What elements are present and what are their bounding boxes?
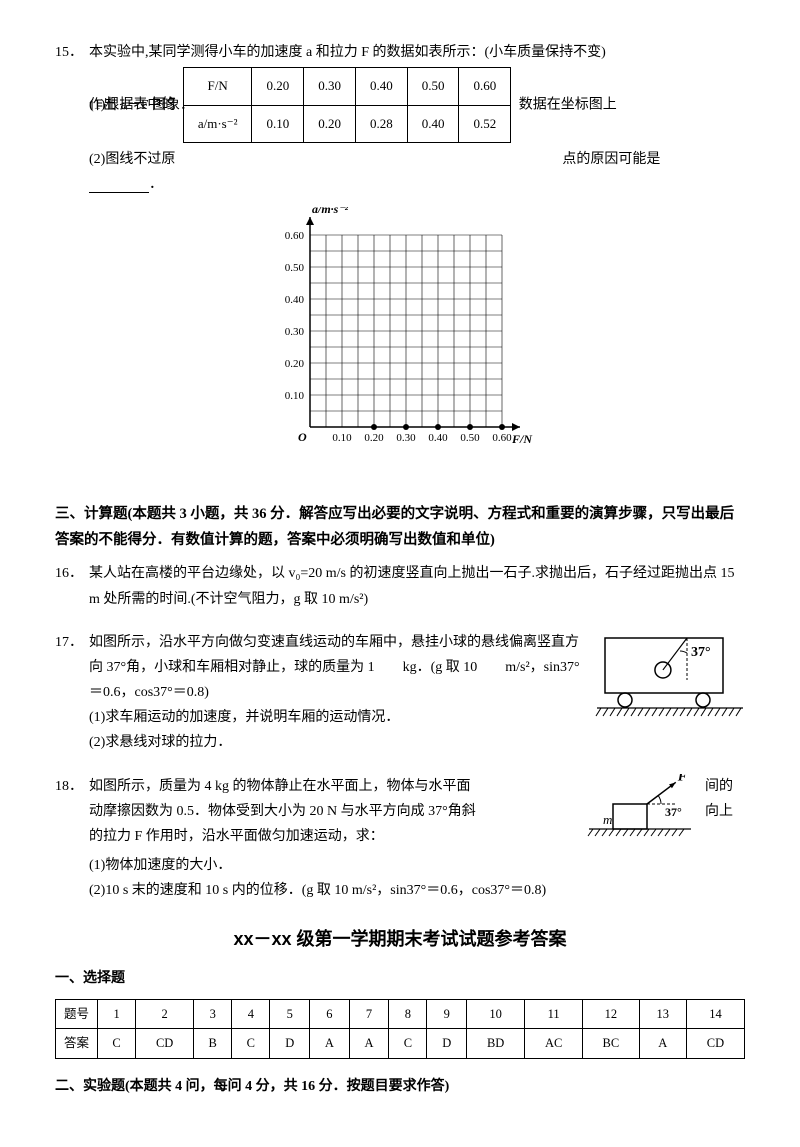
q17-p3: (2)求悬线对球的拉力． — [89, 730, 585, 755]
q15-chart: O 0.10 0.20 0.30 0.40 0.50 0.60 0.10 0.20 0.30 0.4… — [55, 207, 745, 476]
q18-figure: m 37° F — [585, 774, 695, 853]
q15-sub1-tail: 数据在坐标图上 — [519, 98, 617, 113]
question-15: 15． 本实验中,某同学测得小车的加速度 a 和拉力 F 的数据如表所示：(小车… — [55, 40, 745, 476]
q18-p2: 动摩擦因数为 0.5．物体受到大小为 20 N 与水平方向成 37°角斜 — [89, 799, 575, 824]
svg-text:0.30: 0.30 — [285, 326, 305, 338]
svg-text:37°: 37° — [665, 805, 682, 819]
svg-text:0.60: 0.60 — [492, 432, 512, 444]
q15-sub1-mid: 作出 a－F 图象． — [89, 98, 194, 113]
svg-text:0.10: 0.10 — [332, 432, 352, 444]
svg-text:F/N: F/N — [511, 432, 533, 446]
q18-p1: 如图所示，质量为 4 kg 的物体静止在水平面上，物体与水平面 — [89, 774, 575, 799]
svg-text:0.50: 0.50 — [285, 262, 305, 274]
q15-data-table: F/N0.200.300.400.500.60 a/m·s⁻²0.100.200… — [183, 67, 511, 143]
svg-text:0.20: 0.20 — [364, 432, 384, 444]
svg-text:0.40: 0.40 — [428, 432, 448, 444]
section-3-header: 三、计算题(本题共 3 小题，共 36 分．解答应写出必要的文字说明、方程式和重… — [55, 501, 745, 553]
q17-p2: (1)求车厢运动的加速度，并说明车厢的运动情况． — [89, 705, 585, 730]
answer-table: 题号1234567891011121314 答案CCDBCDAACDBDACBC… — [55, 999, 745, 1059]
q18-number: 18． — [55, 774, 83, 799]
q16-number: 16． — [55, 561, 83, 586]
svg-text:0.40: 0.40 — [285, 294, 305, 306]
question-16: 16． 某人站在高楼的平台边缘处，以 v₀=20 m/s 的初速度竖直向上抛出一… — [55, 561, 745, 611]
q15-sub2-lead: (2)图线不过原 — [89, 152, 175, 167]
svg-text:O: O — [298, 430, 307, 444]
answer-choice-header: 一、选择题 — [55, 966, 745, 991]
svg-text:0.10: 0.10 — [285, 390, 305, 402]
svg-text:0.20: 0.20 — [285, 358, 305, 370]
q15-number: 15． — [55, 40, 83, 65]
q18-side2: 向上 — [705, 799, 745, 824]
answer-title: xx－xx 级第一学期期末考试试题参考答案 — [55, 923, 745, 955]
question-17: 17． 如图所示，沿水平方向做匀变速直线运动的车厢中，悬挂小球的悬线偏离竖直方向… — [55, 630, 745, 756]
svg-text:m: m — [603, 812, 612, 827]
q16-text: 某人站在高楼的平台边缘处，以 v₀=20 m/s 的初速度竖直向上抛出一石子.求… — [89, 561, 745, 611]
q18-side1: 间的 — [705, 774, 745, 799]
q18-p3: 的拉力 F 作用时，沿水平面做匀加速运动，求： — [89, 824, 575, 849]
svg-text:0.60: 0.60 — [285, 230, 305, 242]
svg-text:a/m·s⁻²: a/m·s⁻² — [312, 207, 349, 216]
svg-text:F: F — [677, 774, 688, 784]
answer-blank[interactable] — [89, 177, 149, 193]
svg-text:0.50: 0.50 — [460, 432, 480, 444]
q15-sub2-tail: 点的原因可能是 — [562, 152, 660, 167]
q18-p4: (1)物体加速度的大小． — [89, 853, 745, 878]
q17-number: 17． — [55, 630, 83, 655]
q18-p5: (2)10 s 末的速度和 10 s 内的位移．(g 取 10 m/s²，sin… — [89, 878, 745, 903]
svg-text:37°: 37° — [691, 645, 711, 660]
svg-text:0.30: 0.30 — [396, 432, 416, 444]
q17-figure: 37° — [595, 630, 745, 734]
grid-chart-svg: O 0.10 0.20 0.30 0.40 0.50 0.60 0.10 0.20 0.30 0.4… — [255, 207, 545, 467]
q15-intro: 本实验中,某同学测得小车的加速度 a 和拉力 F 的数据如表所示：(小车质量保持… — [89, 40, 745, 65]
q17-p1: 如图所示，沿水平方向做匀变速直线运动的车厢中，悬挂小球的悬线偏离竖直方向 37°… — [89, 630, 585, 706]
question-18: 18． 如图所示，质量为 4 kg 的物体静止在水平面上，物体与水平面 动摩擦因… — [55, 774, 745, 904]
answer-exp-header: 二、实验题(本题共 4 问，每问 4 分，共 16 分．按题目要求作答) — [55, 1074, 745, 1099]
